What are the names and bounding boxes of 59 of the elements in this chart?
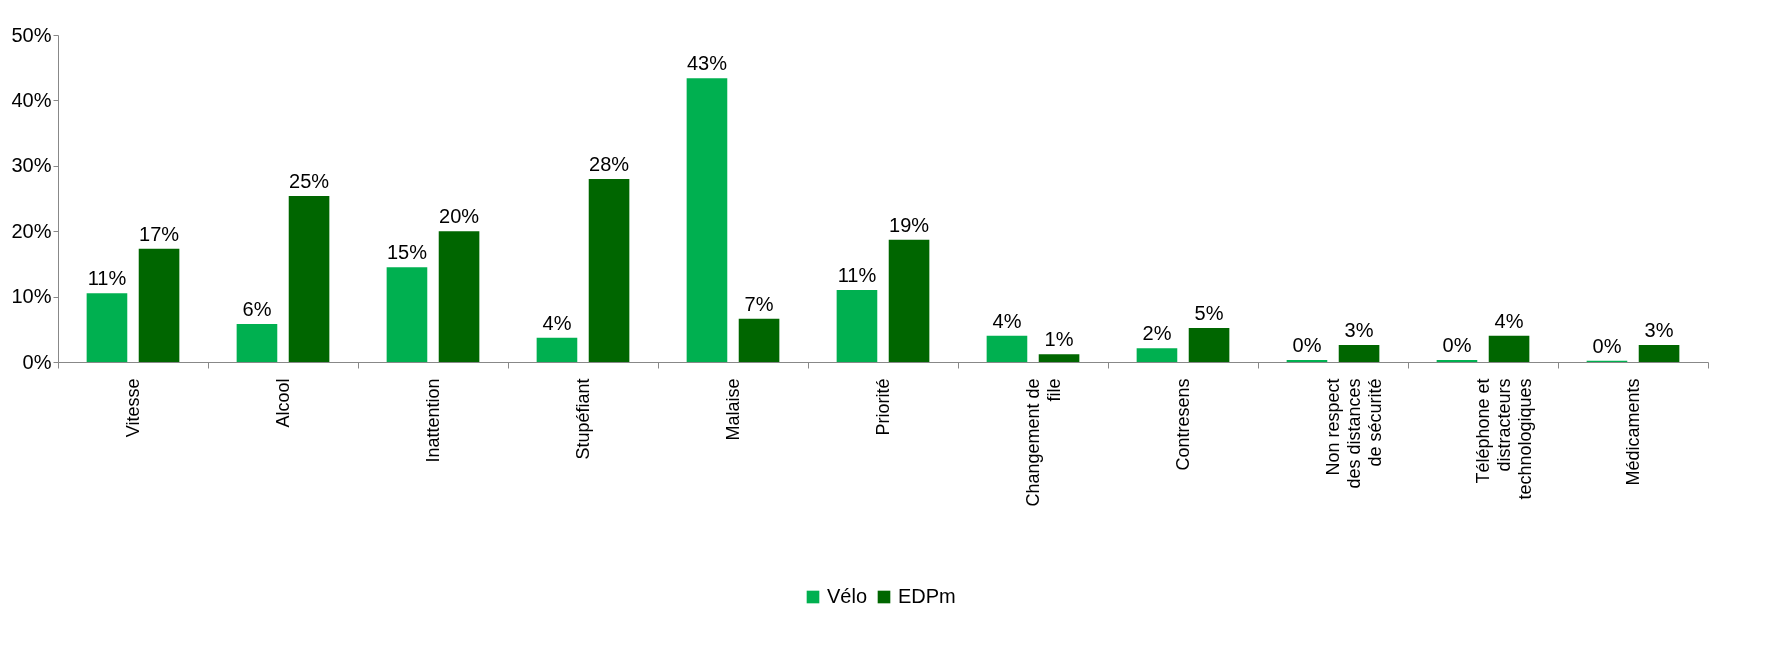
x-tick-label: Priorité [872,378,893,436]
data-label: 4% [1494,309,1524,332]
bar [1638,345,1680,362]
bar [386,267,428,362]
bar [1038,354,1080,362]
data-label: 25% [289,169,330,192]
x-tick-label: Contresens [1172,378,1193,471]
data-label: 1% [1044,328,1074,351]
data-label: 19% [889,213,930,236]
x-tick-label: Alcool [272,378,293,428]
bar [138,248,180,362]
bar [438,231,480,362]
bar [536,337,578,362]
legend-label: Vélo [827,585,868,607]
x-tick-label: Inattention [422,378,443,463]
bar [686,78,728,362]
bar [588,178,630,362]
data-label: 11% [837,264,877,287]
data-label: 4% [992,309,1022,332]
bar [288,195,330,362]
data-label: 0% [1292,334,1322,357]
x-tick-label: Stupéfiant [572,378,593,460]
y-tick-label: 40% [11,88,52,111]
bar [986,335,1028,362]
bar [1338,345,1380,362]
data-label: 15% [386,241,428,264]
data-label: 3% [1344,319,1374,341]
data-label: 0% [1592,334,1622,357]
data-label: 3% [1644,319,1674,341]
y-tick-label: 30% [11,154,52,177]
data-label: 7% [744,292,774,315]
x-tick-label: Vitesse [122,378,143,438]
data-label: 0% [1442,334,1472,357]
y-tick-label: 10% [11,285,52,308]
y-tick-label: 0% [22,350,52,373]
bar [86,293,128,362]
bar [236,324,278,362]
x-tick-label: Changement de file [1022,378,1064,507]
data-label: 6% [242,298,272,321]
data-label: 43% [686,52,728,75]
y-tick-label: 50% [11,23,52,46]
data-label: 2% [1142,322,1172,345]
data-label: 11% [87,267,127,290]
bar [1188,327,1230,362]
legend-label: EDPm [898,585,956,607]
x-tick-label: Médicaments [1622,378,1643,486]
bar [1136,348,1178,362]
y-tick-label: 20% [11,219,52,242]
data-label: 17% [139,222,180,245]
bar [836,290,878,362]
data-label: 4% [542,311,572,334]
bar [888,239,930,362]
data-label: 28% [589,152,630,175]
bar [1488,335,1530,362]
x-tick-label: Malaise [722,378,743,441]
bar [738,318,780,362]
data-label: 5% [1194,301,1224,324]
data-label: 20% [439,205,480,228]
x-tick-label: Non respect des distances de sécurité [1322,378,1385,489]
